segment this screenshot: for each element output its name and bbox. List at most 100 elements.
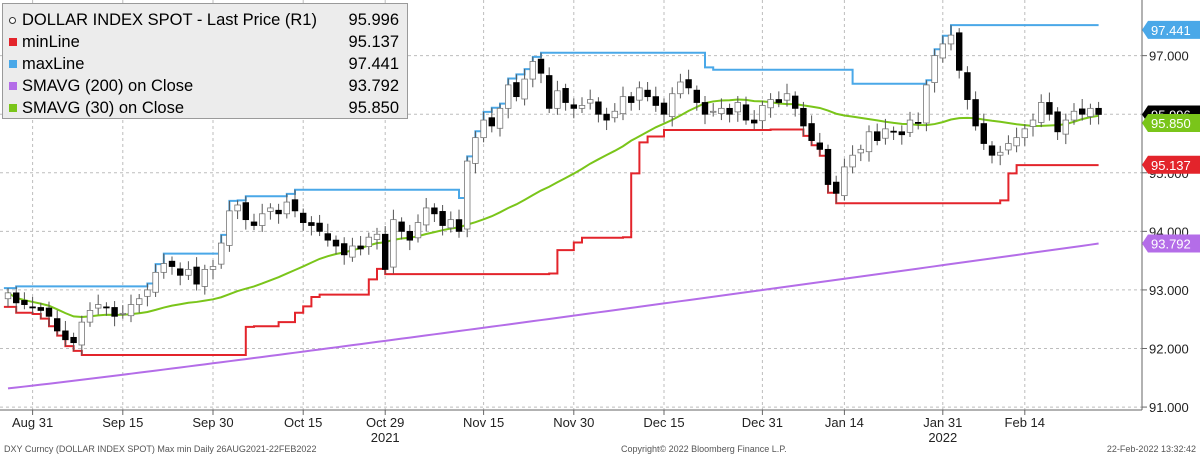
candle-body (1087, 107, 1094, 117)
candle-body (119, 312, 126, 315)
candle-body (193, 266, 200, 285)
footer-source: DXY Curncy (DOLLAR INDEX SPOT) Max min D… (4, 444, 317, 454)
candle-body (587, 99, 594, 104)
candle-body (463, 160, 471, 230)
candle-body (12, 292, 20, 304)
value-badge-label: 93.792 (1151, 237, 1191, 252)
value-badge-shape (1142, 155, 1200, 174)
candle-body (644, 89, 651, 98)
x-year-label: 2021 (371, 430, 400, 445)
x-tick-label: Sep 15 (102, 415, 143, 430)
candle-body (291, 199, 299, 212)
candle-body (529, 61, 536, 80)
y-axis-ticks: 91.00092.00093.00094.00095.00096.00097.0… (1142, 49, 1189, 415)
candle-body (332, 239, 340, 247)
maxline-line (3, 24, 1099, 290)
candle-body (357, 245, 364, 250)
candle-body (1038, 102, 1045, 123)
y-tick-label: 97.000 (1149, 49, 1189, 64)
legend-box: DOLLAR INDEX SPOT - Last Price (R1) 95.9… (2, 3, 408, 119)
legend-item-sma200: SMAVG (200) on Close 93.792 (9, 75, 399, 97)
candle-body (652, 96, 659, 106)
candle-body (759, 105, 766, 122)
candle-body (816, 142, 823, 150)
candle-body (923, 84, 930, 124)
candle-body (890, 130, 897, 133)
candle-body (988, 145, 996, 156)
candle-body (431, 207, 438, 215)
legend-item-sma30: SMAVG (30) on Close 95.850 (9, 97, 399, 119)
candle-body (152, 271, 159, 293)
candle-body (29, 306, 36, 309)
legend-value-maxline: 97.441 (348, 55, 399, 73)
candle-body (824, 148, 832, 185)
candle-body (349, 245, 356, 258)
candle-body (398, 221, 405, 232)
legend-value-sma30: 95.850 (348, 99, 399, 117)
candle-body (54, 318, 61, 332)
candle-body (742, 104, 750, 121)
candle-body (390, 219, 397, 268)
candle-body (997, 151, 1004, 156)
x-tick-label: Nov 15 (463, 415, 504, 430)
candle-body (250, 221, 258, 226)
candle-body (86, 310, 94, 323)
candle-body (767, 99, 774, 109)
legend-item-price: DOLLAR INDEX SPOT - Last Price (R1) 95.9… (9, 9, 399, 31)
candle-body (865, 131, 873, 153)
legend-swatch-price (9, 17, 16, 24)
candle-body (849, 154, 856, 168)
candle-body (570, 104, 577, 109)
value-badge-label: 95.850 (1151, 116, 1191, 131)
candle-body (185, 269, 192, 276)
candle-body (857, 148, 864, 154)
candle-body (258, 213, 266, 226)
candle-body (669, 93, 676, 117)
candle-body (619, 96, 627, 115)
candle-body (439, 211, 446, 226)
candle-body (176, 268, 184, 276)
candle-body (168, 260, 176, 267)
value-badge-shape (1142, 20, 1200, 39)
candle-body (472, 137, 479, 164)
y-tick-label: 91.000 (1149, 400, 1189, 415)
candle-body (283, 201, 290, 215)
candle-body (685, 79, 692, 89)
candle-body (217, 242, 225, 265)
candle-body (677, 81, 684, 95)
footer-timestamp: 22-Feb-2022 13:32:42 (1106, 444, 1196, 454)
value-badge-shape (1142, 234, 1200, 253)
candle-body (447, 219, 454, 229)
value-badge-label: 97.441 (1151, 23, 1191, 38)
candle-body (373, 233, 381, 240)
candle-body (562, 88, 569, 103)
legend-label-price: DOLLAR INDEX SPOT - Last Price (R1) (22, 11, 317, 29)
candle-body (201, 269, 208, 287)
candle-body (898, 131, 905, 136)
x-tick-label: Aug 31 (12, 415, 53, 430)
x-tick-label: Dec 31 (742, 415, 783, 430)
candle-body (381, 233, 389, 270)
candle-body (103, 306, 110, 309)
candle-body (972, 99, 979, 127)
candle-body (726, 107, 733, 115)
candle-body (406, 230, 413, 241)
candle-body (267, 207, 274, 212)
candle-body (603, 113, 610, 121)
candle-body (537, 58, 545, 74)
candle-body (1095, 107, 1102, 115)
x-tick-label: Dec 15 (643, 415, 684, 430)
value-badge-shape (1142, 114, 1200, 132)
candle-body (783, 93, 791, 101)
legend-item-maxline: maxLine 97.441 (9, 53, 399, 75)
candle-body (1021, 128, 1028, 139)
candle-body (660, 102, 668, 115)
y-tick-label: 92.000 (1149, 342, 1189, 357)
candle-body (455, 219, 463, 232)
footer-copyright: Copyright© 2022 Bloomberg Finance L.P. (621, 444, 787, 454)
x-tick-label: Oct 15 (284, 415, 322, 430)
candle-body (21, 300, 28, 305)
candle-body (127, 304, 135, 317)
candle-body (792, 95, 799, 109)
